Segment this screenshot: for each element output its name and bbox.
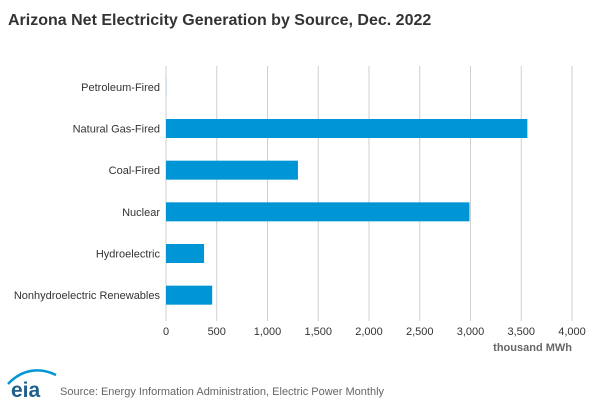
- category-labels: Petroleum-Fired Natural Gas-Fired Coal-Fir…: [14, 82, 161, 302]
- x-tick-labels: 0 500 1,000 1,500 2,000 2,500 3,000 3,500 4,000: [163, 326, 586, 338]
- x-tick-label: 2,500: [406, 326, 434, 338]
- bar: [166, 160, 298, 180]
- logo-arc: [7, 369, 57, 385]
- x-tick-label: 3,500: [507, 326, 535, 338]
- category-label: Hydroelectric: [96, 249, 161, 261]
- x-tick-label: 2,000: [355, 326, 383, 338]
- logo-text: eia: [11, 379, 41, 402]
- category-label: Coal-Fired: [109, 165, 160, 177]
- x-tick-label: 1,000: [254, 326, 282, 338]
- category-label: Petroleum-Fired: [81, 82, 160, 94]
- x-axis-label: thousand MWh: [493, 342, 572, 354]
- bar: [166, 244, 205, 263]
- category-label: Nuclear: [122, 207, 160, 219]
- x-tick-label: 1,500: [304, 326, 332, 338]
- category-label: Nonhydroelectric Renewables: [14, 290, 161, 302]
- chart-title: Arizona Net Electricity Generation by So…: [8, 12, 431, 29]
- category-label: Natural Gas-Fired: [73, 124, 160, 136]
- x-tick-label: 0: [163, 326, 169, 338]
- bar: [166, 285, 213, 305]
- bar: [166, 119, 528, 138]
- bar: [166, 202, 470, 222]
- source-note: Source: Energy Information Administratio…: [60, 386, 385, 398]
- x-tick-label: 4,000: [558, 326, 586, 338]
- eia-logo: eia: [7, 369, 57, 402]
- gridlines: [165, 66, 573, 321]
- bar-series: [166, 77, 528, 305]
- x-tick-label: 500: [208, 326, 226, 338]
- x-tick-label: 3,000: [457, 326, 485, 338]
